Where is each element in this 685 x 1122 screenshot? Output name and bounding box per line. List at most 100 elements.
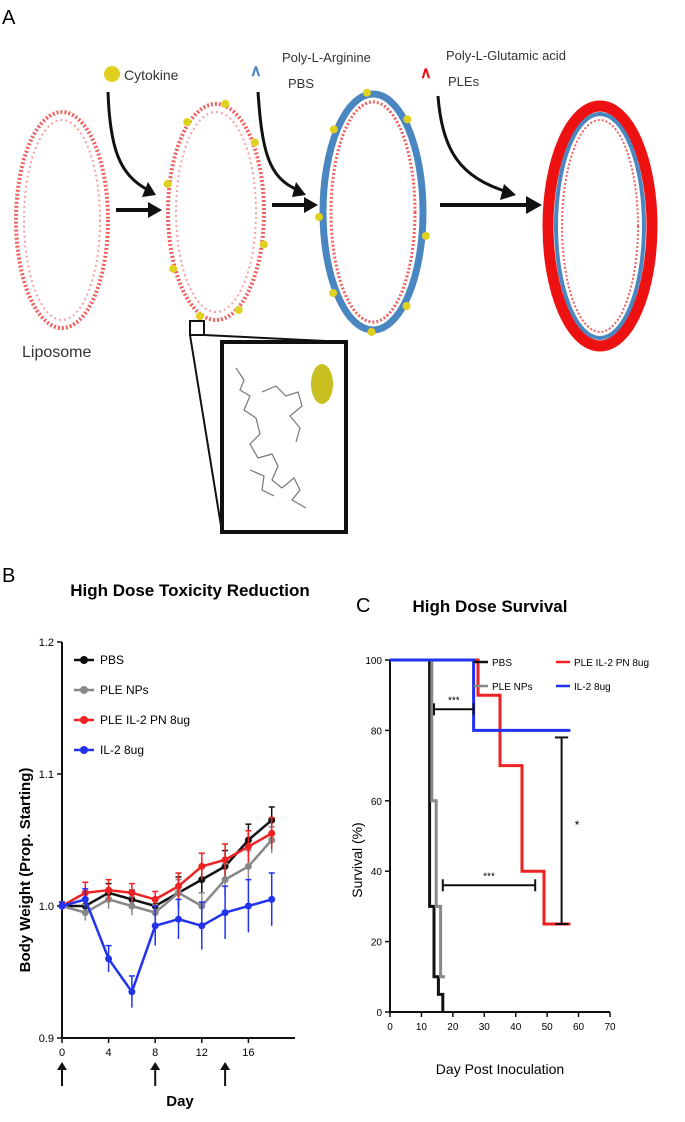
panel-c-label: C [356, 595, 370, 617]
legend-label: PLE NPs [492, 682, 533, 693]
data-point [221, 856, 229, 864]
x-tick-label: 0 [59, 1047, 65, 1059]
liposome-label: Liposome [22, 344, 91, 361]
panel-b-chart: B High Dose Toxicity Reduction Body Weig… [2, 565, 310, 1110]
legend-label: IL-2 8ug [574, 682, 611, 693]
data-point [244, 862, 252, 870]
chart-b-legend: PBS PLE NPs PLE IL-2 PN 8ug IL-2 8ug [74, 653, 190, 757]
survival-curve [390, 658, 445, 1012]
y-tick-label: 0.9 [39, 1033, 54, 1045]
dose-arrow-head [150, 1062, 161, 1070]
cytokine-dots-layered [315, 88, 430, 336]
cytokine-dot [315, 212, 324, 221]
pbs-step-label: PBS [288, 76, 314, 91]
data-point [268, 829, 276, 837]
cytokine-dot [195, 312, 204, 321]
data-point [221, 876, 229, 884]
chart-c-xlabel: Day Post Inoculation [436, 1061, 564, 1077]
survival-curve [390, 658, 571, 732]
plg-icon: ∧ [420, 65, 432, 82]
cytokine-dot [403, 115, 412, 124]
series-line [61, 897, 273, 995]
cytokine-dot [221, 99, 230, 108]
cytokine-dot [367, 327, 376, 336]
chart-b-title: High Dose Toxicity Reduction [70, 581, 310, 600]
x-tick-label: 50 [542, 1022, 554, 1033]
dose-arrow-head [220, 1062, 231, 1070]
legend-label: PLE IL-2 PN 8ug [100, 713, 190, 727]
significance-label: *** [448, 695, 460, 706]
cytokine-label: Cytokine [124, 67, 179, 83]
chart-c-series [390, 658, 571, 1012]
chart-c-axes: 0 20 40 60 80 100 0 10 20 30 40 50 60 70 [365, 656, 616, 1033]
data-point [175, 915, 182, 923]
data-point [105, 886, 113, 894]
series-line [61, 839, 273, 914]
chart-c-ylabel: Survival (%) [349, 822, 365, 897]
liposome-2 [166, 102, 266, 322]
data-point [244, 843, 252, 851]
data-point [151, 922, 159, 930]
data-point [198, 862, 206, 870]
chart-c-legend: PBS PLE NPs PLE IL-2 PN 8ug IL-2 8ug [474, 658, 649, 693]
y-tick-label: 20 [371, 938, 383, 949]
cytokine-dot [362, 88, 371, 97]
data-point [128, 902, 136, 910]
data-point [175, 882, 182, 890]
legend-label: PBS [100, 653, 124, 667]
chart-b-series [58, 806, 276, 1008]
survival-curve [390, 658, 571, 926]
x-tick-label: 16 [242, 1047, 254, 1059]
data-point [128, 889, 136, 897]
cytokine-dot [169, 264, 178, 273]
cytokine-dot [329, 289, 338, 298]
x-tick-label: 8 [152, 1047, 158, 1059]
cytokine-dot [250, 138, 259, 147]
survival-curve [390, 658, 445, 979]
ples-label: PLEs [448, 74, 480, 89]
chart-b-ylabel: Body Weight (Prop. Starting) [17, 768, 34, 973]
pla-icon: ∧ [250, 63, 262, 80]
data-point [105, 955, 113, 963]
legend-label: PBS [492, 658, 512, 669]
cytokine-dot [259, 240, 268, 249]
legend-marker [80, 716, 88, 724]
data-point [81, 909, 89, 917]
pla-label: Poly-L-Arginine [282, 50, 371, 65]
y-tick-label: 1.2 [39, 637, 54, 649]
significance-label: *** [483, 871, 495, 882]
cytokine-icon [104, 66, 120, 82]
data-point [128, 988, 136, 996]
cytokine-dot [402, 301, 411, 310]
cytokine-dot [183, 117, 192, 126]
chart-c-title: High Dose Survival [413, 597, 568, 616]
x-tick-label: 40 [510, 1022, 522, 1033]
data-point [268, 895, 276, 903]
legend-marker [80, 656, 88, 664]
panel-b-label: B [2, 565, 15, 587]
y-tick-label: 1.1 [39, 769, 54, 781]
x-tick-label: 0 [387, 1022, 393, 1033]
cytokine-dot [163, 179, 172, 188]
y-tick-label: 100 [365, 656, 382, 667]
panel-a-schematic: A Liposome Cytokine ∧ Poly-L-Arginine PB… [2, 7, 658, 534]
liposome-1 [14, 110, 110, 330]
legend-label: PLE NPs [100, 683, 149, 697]
plg-step-arrow: ∧ Poly-L-Glutamic acid PLEs [420, 48, 566, 214]
chart-b-xlabel: Day [166, 1093, 194, 1110]
data-point [81, 895, 89, 903]
y-tick-label: 80 [371, 726, 383, 737]
dose-arrow-head [57, 1062, 67, 1070]
x-tick-label: 10 [416, 1022, 428, 1033]
zoom-inset [189, 320, 348, 534]
x-tick-label: 70 [604, 1022, 616, 1033]
legend-label: PLE IL-2 PN 8ug [574, 658, 649, 669]
legend-label: IL-2 8ug [100, 743, 144, 757]
x-tick-label: 60 [573, 1022, 585, 1033]
x-tick-label: 30 [479, 1022, 491, 1033]
y-tick-label: 40 [371, 867, 383, 878]
x-tick-label: 20 [447, 1022, 459, 1033]
x-tick-label: 12 [196, 1047, 208, 1059]
y-tick-label: 0 [376, 1008, 382, 1019]
cytokine-dot [234, 306, 243, 315]
